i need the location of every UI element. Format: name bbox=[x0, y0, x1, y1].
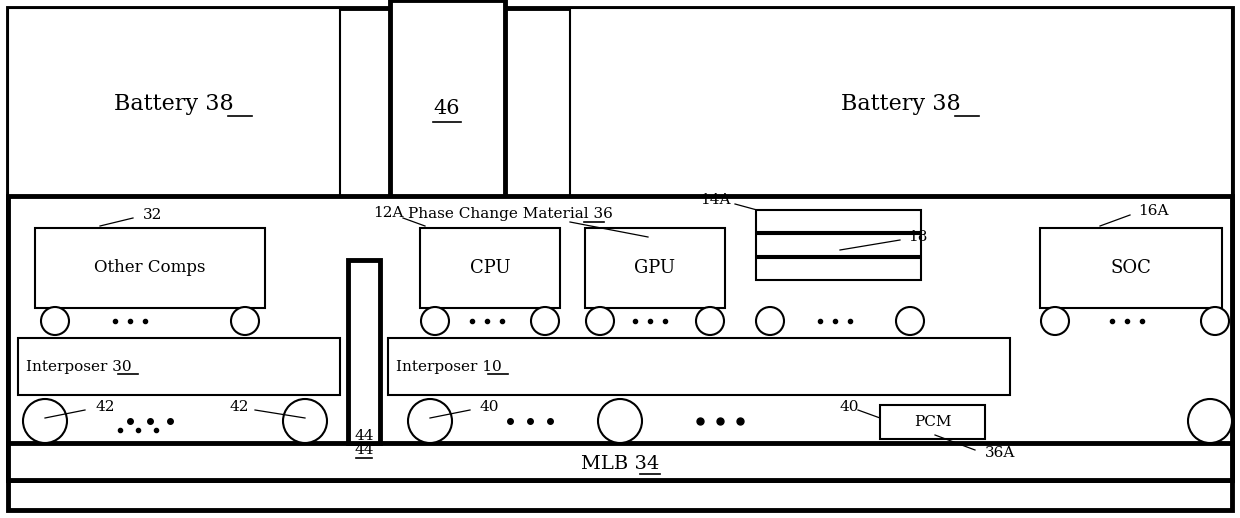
Bar bbox=[756, 210, 921, 232]
Circle shape bbox=[598, 399, 642, 443]
Circle shape bbox=[531, 307, 559, 335]
Bar bbox=[756, 234, 921, 256]
Circle shape bbox=[283, 399, 327, 443]
Text: Phase Change Material 36: Phase Change Material 36 bbox=[408, 207, 613, 221]
Text: 42: 42 bbox=[95, 400, 114, 414]
Circle shape bbox=[756, 307, 784, 335]
Text: 32: 32 bbox=[143, 208, 162, 222]
Bar bbox=[7, 443, 1233, 480]
Bar bbox=[348, 260, 379, 443]
Bar bbox=[19, 338, 340, 395]
Text: 16A: 16A bbox=[1138, 204, 1168, 218]
Text: Battery 38: Battery 38 bbox=[841, 93, 961, 115]
Circle shape bbox=[696, 307, 724, 335]
Bar bbox=[585, 228, 725, 308]
Text: Interposer 10: Interposer 10 bbox=[396, 359, 502, 373]
Text: 40: 40 bbox=[480, 400, 500, 414]
Text: 18: 18 bbox=[908, 230, 928, 244]
Circle shape bbox=[24, 399, 67, 443]
Bar bbox=[1040, 228, 1221, 308]
Circle shape bbox=[1202, 307, 1229, 335]
Bar bbox=[420, 228, 560, 308]
Text: 36A: 36A bbox=[985, 446, 1016, 460]
Text: Other Comps: Other Comps bbox=[94, 260, 206, 277]
Bar bbox=[391, 0, 505, 210]
Bar bbox=[7, 196, 1233, 480]
Bar bbox=[35, 228, 265, 308]
Text: Interposer 30: Interposer 30 bbox=[26, 359, 131, 373]
Circle shape bbox=[1042, 307, 1069, 335]
Text: 44: 44 bbox=[355, 429, 373, 443]
Bar bbox=[756, 258, 921, 280]
Circle shape bbox=[41, 307, 69, 335]
Text: 14A: 14A bbox=[701, 193, 730, 207]
Circle shape bbox=[408, 399, 453, 443]
Text: CPU: CPU bbox=[470, 259, 511, 277]
Bar bbox=[570, 8, 1233, 200]
Circle shape bbox=[1188, 399, 1233, 443]
Text: 46: 46 bbox=[434, 98, 460, 118]
Bar bbox=[880, 405, 985, 439]
Circle shape bbox=[897, 307, 924, 335]
Text: GPU: GPU bbox=[635, 259, 676, 277]
Text: 40: 40 bbox=[839, 400, 859, 414]
Bar bbox=[388, 338, 1011, 395]
Text: 42: 42 bbox=[229, 400, 249, 414]
Text: SOC: SOC bbox=[1111, 259, 1152, 277]
Circle shape bbox=[231, 307, 259, 335]
Text: MLB 34: MLB 34 bbox=[580, 455, 660, 473]
Bar bbox=[7, 8, 340, 200]
Text: 44: 44 bbox=[355, 443, 373, 457]
Circle shape bbox=[587, 307, 614, 335]
Text: 12A: 12A bbox=[373, 206, 403, 220]
Text: PCM: PCM bbox=[914, 415, 951, 429]
Text: Battery 38: Battery 38 bbox=[114, 93, 234, 115]
Circle shape bbox=[422, 307, 449, 335]
